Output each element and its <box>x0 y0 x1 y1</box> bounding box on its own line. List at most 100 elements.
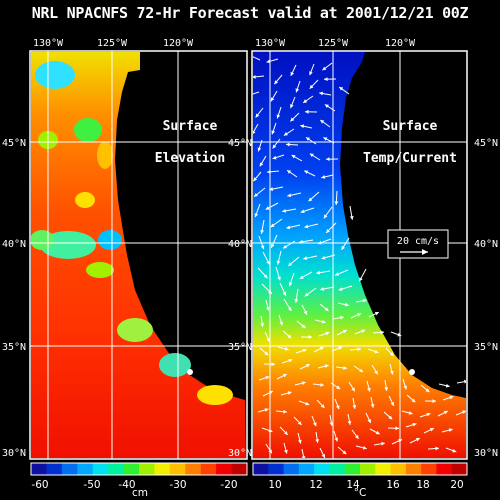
vector-head <box>266 260 270 265</box>
latitude-label: 45°N <box>228 138 252 149</box>
colorbar-tick-label: 20 <box>450 479 463 491</box>
vector-head <box>301 324 306 329</box>
latitude-label: 40°N <box>228 239 252 250</box>
vector-head <box>303 99 308 103</box>
vector-head <box>449 395 454 400</box>
vector-head <box>435 446 439 451</box>
vector-head <box>334 437 339 442</box>
longitude-label: 120°W <box>163 38 194 49</box>
vector-head <box>308 197 313 202</box>
vector-head <box>257 147 262 152</box>
vector-head <box>254 213 259 218</box>
colorbar-tick-label: -40 <box>118 479 135 491</box>
colorbar-tick-label: 14 <box>346 479 360 491</box>
vector-head <box>324 104 329 108</box>
vector-legend-label: 20 cm/s <box>397 236 439 247</box>
lat-lon-grid <box>30 51 467 459</box>
vector-head <box>338 346 343 350</box>
vector-head <box>339 87 344 91</box>
colorbar-swatch <box>139 463 155 475</box>
vector-head <box>335 272 340 276</box>
vector-head <box>304 224 309 229</box>
vector-head <box>326 157 330 162</box>
axis-labels: 130°W 125°W 120°W 130°W 125°W 120°W 45°N 45°N 45… <box>2 38 498 459</box>
vector-head <box>301 455 306 458</box>
vector-head <box>324 364 329 368</box>
vector-head <box>357 347 361 352</box>
vector-head <box>412 422 417 427</box>
colorbar-tick-label: 18 <box>416 479 429 491</box>
colorbar-tick-label: 12 <box>309 479 322 491</box>
colorbar-swatch <box>283 463 300 475</box>
vector-head <box>286 142 290 147</box>
vector-head <box>320 120 325 124</box>
latitude-label: 40°N <box>474 239 498 250</box>
vector-head <box>272 155 277 160</box>
vector-head <box>352 405 357 409</box>
vector-head <box>464 379 466 384</box>
vector-head <box>265 206 270 210</box>
vector-head <box>304 292 309 297</box>
vector-head <box>260 323 265 327</box>
vector-head <box>253 54 254 55</box>
colorbar-tick-label: -60 <box>31 479 48 491</box>
colorbar-swatch <box>200 463 217 475</box>
temperature-colorbar: 10 12 14 16 18 20 °C <box>252 462 468 499</box>
colorbar-tick-label: 10 <box>268 479 281 491</box>
longitude-label: 125°W <box>97 38 128 49</box>
vector-head <box>287 170 292 174</box>
vector-head <box>288 358 293 363</box>
vector-head <box>299 275 304 279</box>
colorbar-swatch <box>154 463 171 475</box>
vector-head <box>255 113 260 118</box>
latitude-label: 30°N <box>474 448 498 459</box>
vector-head <box>323 214 328 219</box>
vector-head <box>347 420 352 425</box>
vector-head <box>370 403 375 408</box>
latitude-label: 30°N <box>228 448 252 459</box>
vector-head <box>303 310 308 315</box>
vector-head <box>341 245 346 250</box>
vector-head <box>448 428 453 432</box>
vector-head <box>309 71 313 76</box>
latitude-label: 45°N <box>474 138 498 149</box>
vector-head <box>340 315 344 320</box>
vector-head <box>260 245 265 250</box>
vector-head <box>367 387 371 392</box>
vector-head <box>302 348 307 353</box>
vector-head <box>271 130 276 135</box>
vector-head <box>322 66 327 71</box>
vector-head <box>321 319 326 324</box>
colorbar-swatch <box>268 463 285 475</box>
vector-head <box>265 306 270 311</box>
colorbar-swatch <box>375 463 392 475</box>
vector-head <box>308 335 312 339</box>
vector-head <box>425 388 430 393</box>
vector-head <box>300 124 305 129</box>
vector-head <box>297 439 302 444</box>
vector-head <box>271 362 275 367</box>
vector-head <box>253 74 256 79</box>
vector-head <box>408 411 413 415</box>
vector-head <box>375 430 380 435</box>
vector-head <box>321 453 326 458</box>
vector-head <box>374 349 379 354</box>
vector-head <box>282 373 287 378</box>
colorbar-swatch <box>329 463 346 475</box>
vector-head <box>309 84 314 89</box>
colorbar-swatch <box>216 463 233 475</box>
vector-head <box>264 408 269 412</box>
colorbar-swatch <box>360 463 376 475</box>
colorbar-swatch <box>344 463 361 475</box>
vector-head <box>344 302 349 307</box>
vector-head <box>320 404 325 409</box>
vector-head <box>319 346 324 351</box>
colorbar-swatch <box>253 463 269 475</box>
vector-head <box>338 287 343 291</box>
vector-head <box>361 329 366 334</box>
vector-head <box>320 287 325 291</box>
vector-head <box>248 93 252 97</box>
vector-head <box>276 114 281 119</box>
vector-head <box>321 255 326 260</box>
